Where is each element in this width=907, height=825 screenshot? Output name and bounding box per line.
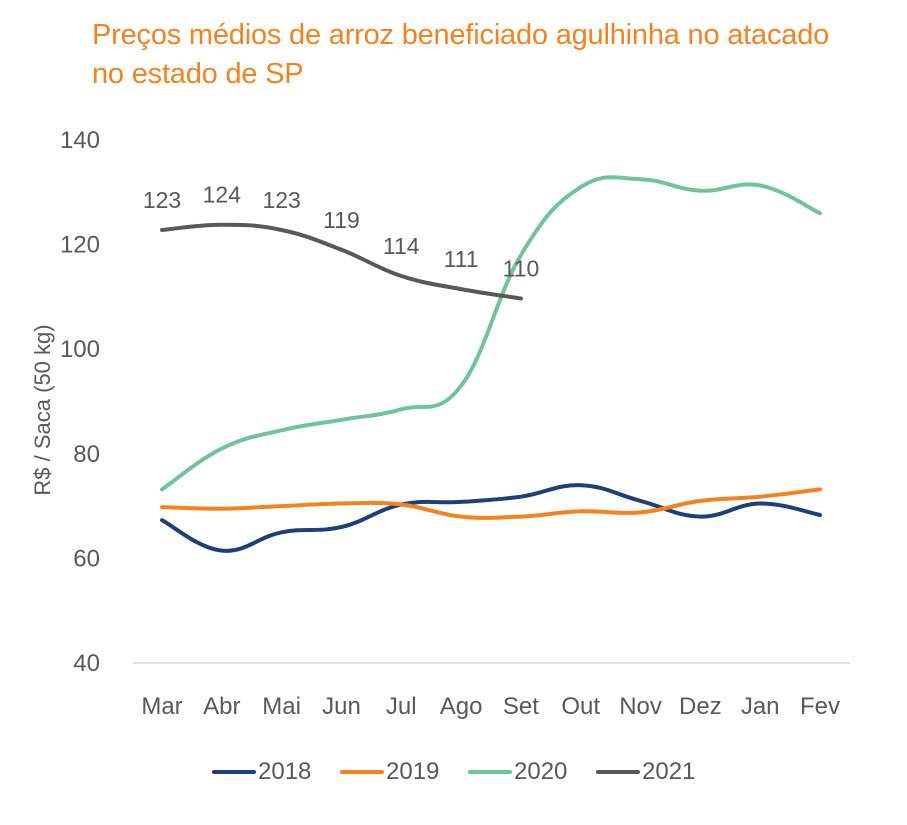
legend-item-2018: 2018: [212, 752, 311, 792]
legend-label: 2018: [258, 758, 312, 785]
data-label-2021: 123: [143, 187, 181, 213]
y-axis-title: R$ / Saca (50 kg): [30, 324, 55, 495]
legend: 2018 2019 2020 2021: [0, 752, 907, 792]
series-line-2019: [160, 487, 822, 520]
series-line-2020: [160, 175, 822, 492]
x-tick-label: Fev: [800, 693, 840, 720]
series-lines: [160, 175, 822, 553]
legend-swatch: [596, 770, 640, 774]
x-tick-label: Out: [561, 693, 600, 720]
x-tick-label: Nov: [619, 693, 662, 720]
x-tick-label: Jan: [741, 693, 780, 720]
legend-label: 2021: [642, 758, 696, 785]
data-label-2021: 111: [444, 246, 479, 272]
chart-title: Preços médios de arroz beneficiado agulh…: [92, 19, 830, 90]
x-tick-label: Jun: [322, 693, 361, 720]
legend-label: 2019: [386, 758, 440, 785]
data-label-2021: 119: [323, 207, 360, 233]
y-axis-ticks: 40 60 80 100 120 140: [60, 127, 100, 677]
legend-swatch: [340, 770, 384, 774]
y-tick-label: 60: [73, 545, 100, 572]
y-tick-label: 120: [60, 232, 100, 259]
line-chart: 40 60 80 100 120 140 Mar Abr Mai Jun Jul Ago Set Out…: [30, 127, 850, 720]
legend-item-2019: 2019: [340, 752, 439, 792]
legend-swatch: [212, 770, 256, 774]
x-tick-label: Dez: [679, 693, 722, 720]
data-labels: 123 124 123 119 114 111 110: [143, 182, 539, 282]
data-label-2021: 124: [203, 182, 242, 208]
series-line-2021: [160, 222, 523, 301]
data-label-2021: 123: [262, 187, 300, 213]
x-tick-label: Mar: [141, 693, 182, 720]
x-axis-ticks: Mar Abr Mai Jun Jul Ago Set Out Nov Dez Jan Fev: [141, 693, 840, 720]
legend-label: 2020: [514, 758, 568, 785]
x-tick-label: Ago: [440, 693, 483, 720]
data-label-2021: 110: [503, 255, 540, 281]
y-tick-label: 80: [73, 441, 100, 468]
legend-item-2021: 2021: [596, 752, 695, 792]
y-tick-label: 40: [73, 650, 100, 677]
y-tick-label: 140: [60, 127, 100, 154]
x-tick-label: Jul: [386, 693, 417, 720]
legend-item-2020: 2020: [468, 752, 567, 792]
legend-swatch: [468, 770, 512, 774]
data-label-2021: 114: [383, 233, 420, 259]
series-line-2018: [160, 483, 822, 553]
x-tick-label: Mai: [262, 693, 301, 720]
x-tick-label: Abr: [203, 693, 240, 720]
y-tick-label: 100: [60, 336, 100, 363]
x-tick-label: Set: [503, 693, 539, 720]
